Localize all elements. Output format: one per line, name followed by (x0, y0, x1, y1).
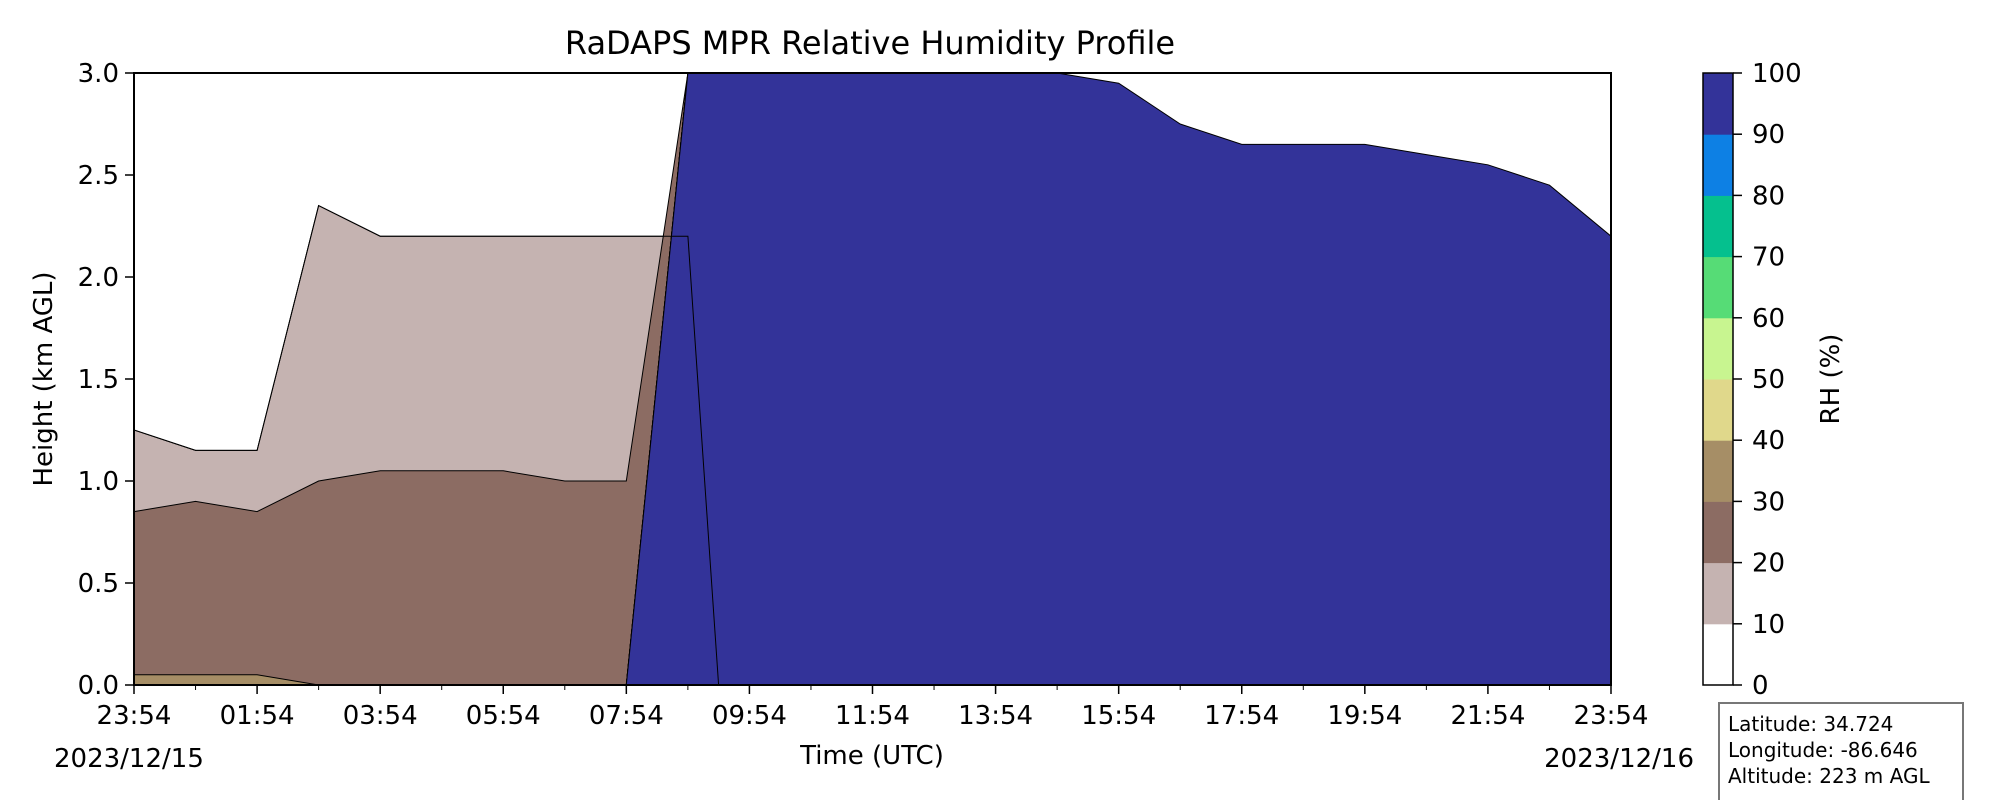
x-tick-label: 03:54 (343, 701, 418, 731)
y-axis-label: Height (km AGL) (29, 271, 59, 486)
band-rh-20-30 (134, 73, 1611, 685)
colorbar-swatch-80 (1703, 134, 1733, 196)
chart-title: RaDAPS MPR Relative Humidity Profile (565, 24, 1175, 62)
y-tick-label: 1.5 (78, 365, 119, 395)
y-tick-label: 0.0 (78, 671, 119, 701)
x-tick-label: 07:54 (589, 701, 664, 731)
longitude-text: Longitude: -86.646 (1728, 738, 1918, 762)
x-tick-label: 23:54 (97, 701, 172, 731)
info-box-frame (1718, 702, 1964, 800)
colorbar-tick-label: 90 (1752, 120, 1785, 150)
x-tick-label: 11:54 (835, 701, 910, 731)
colorbar-tick-label: 20 (1752, 549, 1785, 579)
x-tick-label: 15:54 (1081, 701, 1156, 731)
colorbar-tick-label: 60 (1752, 304, 1785, 334)
colorbar-swatch-50 (1703, 317, 1733, 380)
y-tick-label: 2.0 (78, 263, 119, 293)
contour-bands (134, 73, 1611, 685)
x-axis: 23:54 01:54 03:54 05:54 07:54 09:54 11:54 13:54… (97, 685, 1649, 731)
x-tick-label: 13:54 (958, 701, 1033, 731)
colorbar-tick-label: 10 (1752, 610, 1785, 640)
colorbar-ticks: 0 10 20 30 40 50 60 70 80 90 100 (1733, 59, 1802, 701)
colorbar-tick-label: 0 (1752, 671, 1769, 701)
x-tick-label: 19:54 (1327, 701, 1402, 731)
colorbar-tick-label: 30 (1752, 487, 1785, 517)
colorbar-tick-label: 70 (1752, 243, 1785, 273)
y-tick-label: 1.0 (78, 467, 119, 497)
colorbar-swatch-40 (1703, 379, 1733, 441)
colorbar-swatch-30 (1703, 440, 1733, 502)
y-tick-label: 2.5 (78, 161, 119, 191)
colorbar-swatch-20 (1703, 501, 1733, 564)
x-tick-label: 09:54 (712, 701, 787, 731)
colorbar-tick-label: 80 (1752, 181, 1785, 211)
colorbar-tick-label: 100 (1752, 59, 1802, 89)
x-tick-label: 17:54 (1204, 701, 1279, 731)
colorbar-tick-label: 40 (1752, 426, 1785, 456)
band-rh-90-100 (134, 73, 1611, 685)
colorbar-swatch-90 (1703, 73, 1733, 135)
colorbar-tick-label: 50 (1752, 365, 1785, 395)
x-tick-label: 01:54 (220, 701, 295, 731)
colorbar-swatch-70 (1703, 195, 1733, 258)
colorbar-swatch-10 (1703, 562, 1733, 625)
x-tick-label: 05:54 (466, 701, 541, 731)
contour-line-10 (134, 204, 1611, 685)
y-tick-label: 0.5 (78, 569, 119, 599)
start-date-label: 2023/12/15 (54, 744, 204, 774)
x-tick-label: 23:54 (1574, 701, 1649, 731)
colorbar-swatch-60 (1703, 256, 1733, 319)
x-tick-label: 21:54 (1450, 701, 1525, 731)
station-info-box: Latitude: 34.724 Longitude: -86.646 Alti… (1718, 702, 1964, 800)
band-rh-30-40 (134, 643, 1611, 685)
x-axis-label: Time (UTC) (799, 741, 944, 771)
altitude-text: Altitude: 223 m AGL (1728, 764, 1930, 788)
latitude-text: Latitude: 34.724 (1728, 712, 1893, 736)
y-tick-label: 3.0 (78, 59, 119, 89)
colorbar (1703, 73, 1733, 686)
colorbar-swatch-0 (1703, 623, 1733, 686)
y-axis: 0.0 0.5 1.0 1.5 2.0 2.5 3.0 (78, 59, 134, 701)
end-date-label: 2023/12/16 (1544, 744, 1694, 774)
colorbar-label: RH (%) (1816, 334, 1846, 425)
